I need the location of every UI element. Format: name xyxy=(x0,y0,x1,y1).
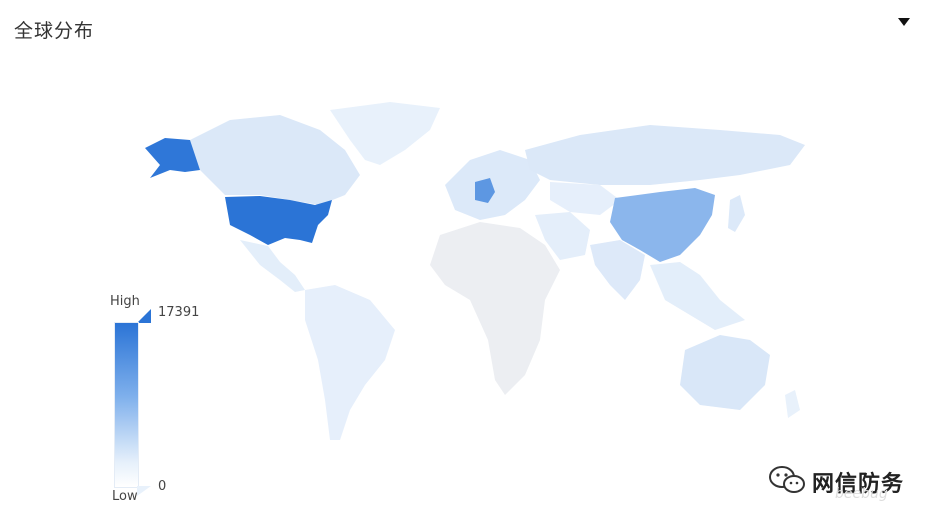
region-china[interactable] xyxy=(610,188,715,262)
panel-title: 全球分布 xyxy=(14,20,95,42)
watermark-text: 网信防务 xyxy=(812,472,905,497)
watermark-sub: beebug xyxy=(835,486,888,502)
legend-low-label: Low xyxy=(112,489,138,504)
legend-min-value: 0 xyxy=(158,479,167,494)
world-map xyxy=(0,95,930,475)
region-japan[interactable] xyxy=(728,195,745,232)
region-south-asia[interactable] xyxy=(590,240,645,300)
wechat-icon xyxy=(768,464,806,500)
legend-high-label: High xyxy=(110,294,140,309)
legend-max-handle[interactable] xyxy=(137,308,151,327)
region-germany[interactable] xyxy=(475,178,495,203)
region-greenland[interactable] xyxy=(330,102,440,165)
watermark: 网信防务 xyxy=(768,462,904,502)
region-canada[interactable] xyxy=(190,115,360,205)
region-middle-east[interactable] xyxy=(535,212,590,260)
caret-down-icon[interactable] xyxy=(893,13,915,31)
region-south-america[interactable] xyxy=(305,285,395,440)
region-southeast-asia[interactable] xyxy=(650,262,745,330)
region-russia[interactable] xyxy=(525,125,805,185)
region-australia[interactable] xyxy=(680,335,770,410)
region-alaska[interactable] xyxy=(145,138,200,178)
legend-min-handle[interactable] xyxy=(137,481,151,500)
region-central-asia[interactable] xyxy=(550,182,620,215)
region-new-zealand[interactable] xyxy=(785,390,800,418)
legend-max-value: 17391 xyxy=(158,305,200,320)
region-africa[interactable] xyxy=(430,222,560,395)
region-united-states[interactable] xyxy=(225,196,332,245)
legend-gradient-bar xyxy=(114,322,139,488)
region-mexico[interactable] xyxy=(240,240,305,292)
